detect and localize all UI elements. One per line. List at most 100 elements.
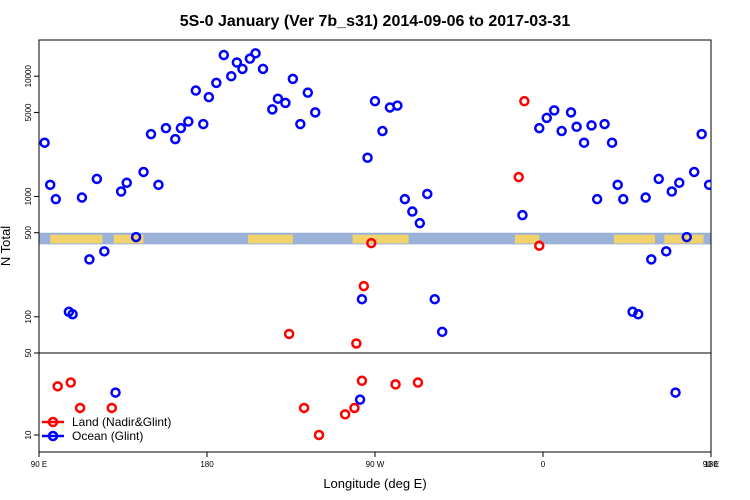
chart-title: 5S-0 January (Ver 7b_s31) 2014-09-06 to … (180, 13, 571, 30)
map-land-area (50, 234, 103, 244)
ocean-point (218, 49, 230, 61)
ocean-point (392, 100, 403, 111)
ocean-point (39, 137, 50, 148)
ocean-point (422, 188, 433, 200)
ocean-point (646, 254, 657, 265)
x-axis-label: Longitude (deg E) (323, 476, 426, 491)
ocean-point (280, 97, 291, 109)
y-tick-label: 5000 (24, 103, 33, 121)
y-tick-label: 50 (24, 348, 33, 357)
land-point (351, 338, 362, 349)
x-tick-label: 180 (200, 460, 214, 469)
ocean-point (138, 166, 149, 178)
ocean-point (586, 120, 597, 131)
legend-ocean-marker (47, 430, 59, 442)
land-point (52, 381, 63, 392)
land-point (349, 402, 360, 414)
ocean-point (653, 173, 664, 185)
ocean-point (703, 179, 711, 191)
x-tick-label: 90 W (366, 460, 385, 469)
ocean-point (436, 326, 448, 338)
ocean-point (632, 308, 644, 320)
ocean-point (612, 179, 623, 191)
ocean-point (250, 48, 261, 59)
land-point (283, 328, 295, 340)
legend-land-marker (47, 416, 59, 428)
ocean-point (287, 73, 299, 85)
land-point (339, 409, 351, 420)
y-axis: 10 50 100 500 1000 5000 10000 (24, 65, 39, 439)
ocean-point (231, 57, 243, 68)
ocean-point (226, 70, 237, 82)
ocean-point (517, 209, 528, 221)
x-tick-label: 180 (704, 460, 718, 469)
ocean-point (310, 107, 321, 118)
y-tick-label: 500 (24, 225, 33, 239)
ocean-point (50, 193, 62, 205)
ocean-point (713, 121, 721, 129)
map-land-area (248, 234, 293, 244)
ocean-point (414, 217, 426, 229)
ocean-point (362, 152, 373, 163)
ocean-point (696, 128, 707, 140)
ocean-point (399, 193, 411, 205)
ocean-point (548, 105, 560, 116)
ocean-point (244, 53, 256, 64)
ocean-point (618, 193, 629, 205)
ocean-point (565, 107, 577, 118)
ocean-point (302, 87, 314, 98)
ocean-point (203, 91, 215, 103)
ocean-point (44, 179, 56, 191)
ocean-point (110, 387, 121, 398)
ocean-point (121, 177, 132, 189)
ocean-point (599, 118, 610, 130)
ocean-point (170, 133, 181, 145)
y-tick-label: 1000 (24, 187, 33, 205)
map-land-area (613, 234, 655, 244)
y-tick-label: 100 (24, 310, 33, 324)
land-point (65, 377, 76, 388)
legend: Land (Nadir&Glint) Ocean (Glint) (42, 415, 171, 443)
map-land-area (352, 234, 409, 244)
map-land-area (113, 234, 144, 244)
legend-land-label: Land (Nadir&Glint) (72, 415, 171, 429)
y-tick-label: 10000 (24, 65, 33, 88)
ocean-point (556, 125, 567, 137)
ocean-point (175, 122, 187, 134)
ocean-point (76, 192, 88, 203)
legend-ocean-label: Ocean (Glint) (72, 429, 143, 443)
ocean-point (591, 193, 603, 205)
land-point (412, 377, 424, 388)
land-point (358, 280, 370, 292)
ocean-point (541, 112, 552, 124)
ocean-point (356, 293, 368, 305)
x-tick-label: 90 E (703, 460, 719, 469)
land-point (298, 402, 310, 414)
land-point (519, 95, 530, 107)
ocean-point (198, 118, 209, 130)
ocean-point (257, 63, 269, 75)
land-point (313, 429, 325, 441)
x-tick-label: 0 (541, 460, 546, 469)
ocean-point (183, 116, 194, 127)
land-point (366, 237, 377, 249)
ocean-point (67, 308, 78, 320)
land-point (356, 375, 368, 387)
ocean-point (130, 231, 142, 243)
ocean-point (272, 93, 284, 104)
land-point (106, 402, 118, 414)
ocean-point (354, 394, 366, 405)
ocean-point (724, 181, 732, 189)
ocean-point (99, 246, 110, 257)
ocean-point (681, 231, 692, 243)
ocean-point (267, 104, 278, 115)
ocean-point (534, 122, 545, 134)
ocean-point (115, 186, 127, 197)
map-land-area (515, 234, 540, 244)
land-point (513, 171, 524, 183)
ocean-point (606, 137, 618, 148)
ocean-point (720, 137, 728, 145)
land-point (534, 240, 545, 251)
